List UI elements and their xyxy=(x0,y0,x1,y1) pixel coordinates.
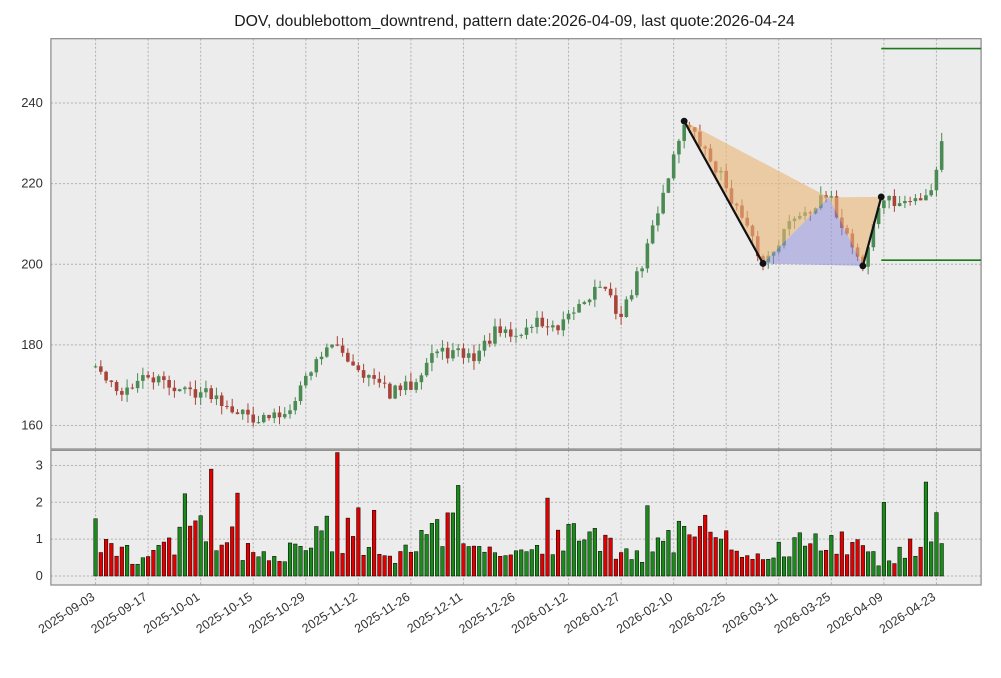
svg-text:2025-09-03: 2025-09-03 xyxy=(36,590,97,637)
svg-text:2025-11-26: 2025-11-26 xyxy=(352,590,413,636)
svg-text:2025-09-17: 2025-09-17 xyxy=(88,590,149,637)
svg-text:2: 2 xyxy=(36,494,43,509)
svg-text:2025-10-15: 2025-10-15 xyxy=(194,590,255,637)
svg-text:2025-10-29: 2025-10-29 xyxy=(246,590,307,637)
svg-text:2025-11-12: 2025-11-12 xyxy=(299,590,360,636)
svg-text:200: 200 xyxy=(21,256,43,271)
svg-text:2025-10-01: 2025-10-01 xyxy=(141,590,202,637)
svg-text:2026-03-25: 2026-03-25 xyxy=(772,590,833,637)
svg-text:2025-12-11: 2025-12-11 xyxy=(405,590,466,636)
svg-text:2026-04-09: 2026-04-09 xyxy=(824,590,885,637)
svg-text:2026-02-10: 2026-02-10 xyxy=(614,590,675,637)
svg-text:2026-01-12: 2026-01-12 xyxy=(509,590,570,637)
svg-text:0: 0 xyxy=(36,568,43,583)
svg-text:1: 1 xyxy=(36,531,43,546)
svg-text:2025-12-26: 2025-12-26 xyxy=(456,590,517,637)
svg-text:160: 160 xyxy=(21,418,43,433)
svg-text:180: 180 xyxy=(21,337,43,352)
svg-text:2026-02-25: 2026-02-25 xyxy=(667,590,728,637)
svg-text:240: 240 xyxy=(21,95,43,110)
svg-text:2026-03-11: 2026-03-11 xyxy=(720,590,781,636)
svg-text:220: 220 xyxy=(21,176,43,191)
svg-text:2026-01-27: 2026-01-27 xyxy=(561,590,622,637)
svg-text:3: 3 xyxy=(36,457,43,472)
svg-text:2026-04-23: 2026-04-23 xyxy=(877,590,938,637)
